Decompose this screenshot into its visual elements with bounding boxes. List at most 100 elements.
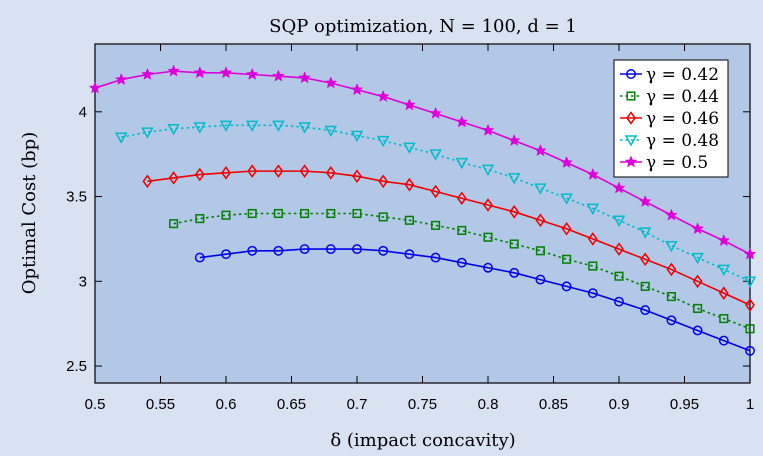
data-point (219, 120, 233, 132)
data-point (534, 144, 547, 157)
data-point (245, 120, 259, 132)
data-point (456, 257, 467, 268)
legend-marker (624, 135, 638, 147)
data-point (691, 222, 704, 235)
data-point (509, 239, 519, 249)
data-point (273, 208, 283, 219)
data-point (194, 167, 205, 182)
data-point (534, 183, 547, 195)
data-point (483, 262, 493, 273)
x-tick-label: 0.55 (146, 396, 175, 413)
data-point (114, 132, 128, 144)
data-point (507, 173, 521, 185)
data-point (298, 122, 311, 134)
data-point (612, 181, 626, 194)
data-point (378, 245, 389, 256)
data-point (535, 246, 545, 256)
x-tick-label: 0.6 (216, 396, 237, 413)
data-point (193, 122, 207, 134)
data-point (167, 64, 180, 77)
data-point (352, 208, 362, 219)
data-point (692, 325, 703, 336)
data-point (693, 303, 703, 313)
data-point (272, 120, 285, 132)
legend-label: γ = 0.44 (646, 87, 719, 107)
data-point (376, 89, 390, 102)
data-point (219, 66, 233, 79)
data-point (195, 214, 205, 224)
x-tick-label: 0.85 (539, 396, 568, 413)
data-point (324, 125, 338, 137)
legend: γ = 0.42γ = 0.44γ = 0.46γ = 0.48γ = 0.5 (613, 59, 729, 178)
legend-marker (624, 155, 638, 168)
data-point (666, 315, 677, 326)
series-line (121, 124, 751, 283)
data-point (298, 71, 311, 84)
legend-marker (626, 91, 636, 101)
data-point (666, 292, 676, 302)
data-point (455, 157, 469, 170)
legend-marker (626, 111, 636, 125)
data-point (509, 267, 520, 278)
data-point (612, 215, 626, 227)
data-point (456, 191, 467, 206)
data-point (507, 133, 521, 147)
data-point (560, 193, 573, 205)
data-point (221, 210, 231, 220)
data-point (457, 225, 467, 235)
data-point (483, 232, 493, 242)
data-point (719, 314, 729, 324)
data-point (614, 296, 624, 307)
data-point (481, 164, 495, 176)
x-tick-label: 0.75 (408, 396, 437, 413)
data-point (324, 76, 338, 89)
series-line (199, 248, 751, 352)
data-point (221, 249, 231, 260)
data-point (561, 281, 572, 292)
data-point (273, 164, 284, 178)
data-point (691, 252, 704, 265)
data-point (403, 142, 416, 154)
x-tick-label: 0.9 (609, 396, 630, 413)
data-point (561, 221, 572, 236)
data-point (588, 261, 598, 271)
data-point (378, 212, 388, 222)
data-point (168, 171, 179, 185)
data-point (193, 66, 207, 79)
x-tick-label: 0.95 (670, 396, 699, 413)
data-point (404, 249, 415, 260)
data-point (640, 281, 650, 291)
data-point (378, 174, 389, 189)
data-point (429, 106, 442, 119)
data-point (326, 208, 336, 219)
data-point (614, 242, 624, 256)
data-point (194, 252, 205, 263)
data-point (300, 208, 310, 219)
data-point (404, 177, 415, 192)
y-tick-label: 4 (79, 104, 87, 121)
data-point (745, 298, 755, 312)
series-line (94, 70, 751, 255)
data-point (718, 335, 729, 346)
data-point (430, 184, 441, 199)
series-group (194, 244, 755, 356)
data-point (221, 166, 231, 180)
data-point (745, 345, 755, 356)
data-point (325, 244, 336, 255)
data-point (483, 198, 493, 212)
legend-label: γ = 0.46 (646, 109, 719, 129)
series-line (173, 212, 751, 330)
data-point (666, 262, 677, 277)
data-point (509, 205, 520, 219)
data-point (299, 164, 310, 178)
data-point (272, 69, 285, 82)
data-point (717, 264, 731, 276)
legend-label: γ = 0.5 (646, 153, 708, 173)
data-point (114, 72, 128, 86)
data-point (743, 276, 757, 288)
data-point (692, 274, 703, 289)
data-point (141, 67, 154, 80)
data-point (142, 174, 153, 189)
data-point (665, 208, 678, 221)
data-point (455, 115, 469, 128)
